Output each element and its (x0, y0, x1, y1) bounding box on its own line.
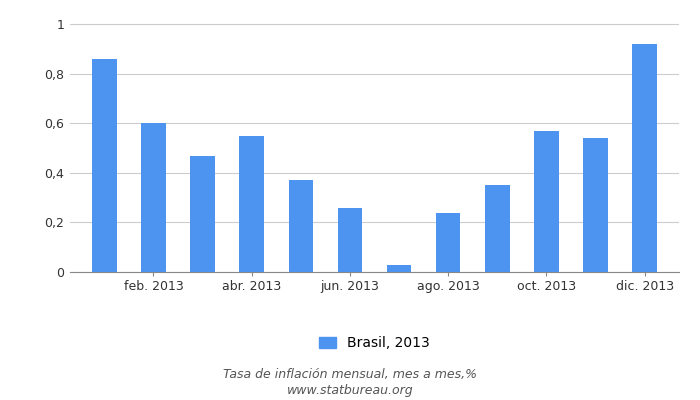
Bar (534, 131, 559, 272)
Text: www.statbureau.org: www.statbureau.org (287, 384, 413, 397)
Bar (337, 208, 362, 272)
Bar (485, 185, 510, 272)
Bar (141, 124, 166, 272)
Text: Tasa de inflación mensual, mes a mes,%: Tasa de inflación mensual, mes a mes,% (223, 368, 477, 381)
Bar (436, 212, 461, 272)
Bar (92, 59, 117, 272)
Legend: Brasil, 2013: Brasil, 2013 (319, 336, 430, 350)
Bar (387, 264, 412, 272)
Bar (288, 180, 313, 272)
Bar (239, 136, 264, 272)
Bar (632, 44, 657, 272)
Bar (190, 156, 215, 272)
Bar (583, 138, 608, 272)
